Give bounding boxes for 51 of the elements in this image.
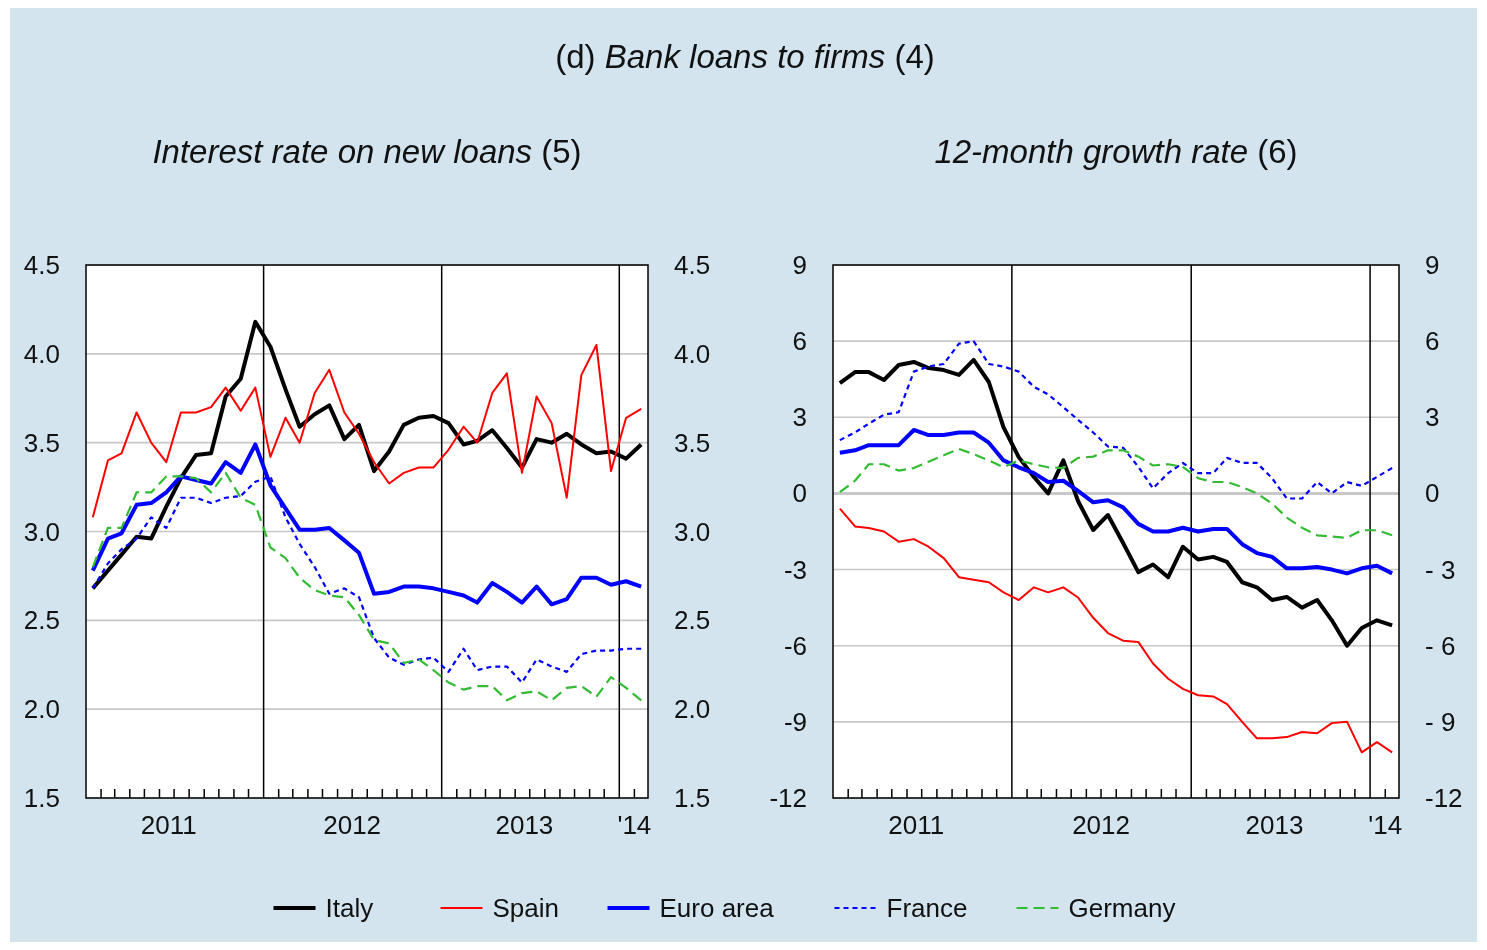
y2-tick-label: 9 — [1425, 250, 1440, 280]
y2-tick-label: 0 — [1425, 478, 1440, 509]
y-tick-label: 9 — [792, 250, 807, 280]
y-tick-label: 4.5 — [23, 250, 60, 280]
y2-tick-label: 3.0 — [674, 516, 711, 547]
y-tick-label: 4.0 — [23, 338, 60, 369]
y2-tick-label: - 3 — [1425, 554, 1456, 585]
y-tick-label: 6 — [792, 326, 807, 357]
y2-tick-label: 4.0 — [674, 338, 711, 369]
y2-tick-label: -12 — [1425, 783, 1463, 813]
y-tick-label: 3.5 — [23, 427, 60, 458]
line-series — [91, 343, 643, 519]
y-tick-label: 2.5 — [23, 605, 60, 636]
x-tick-label: '14 — [617, 810, 652, 840]
y2-tick-label: 4.5 — [674, 250, 711, 280]
line-series — [838, 447, 1394, 539]
x-tick-label: 2011 — [140, 810, 197, 840]
y2-tick-label: - 9 — [1425, 706, 1456, 737]
y-tick-label: -12 — [769, 783, 807, 813]
y-tick-label: 3.0 — [23, 516, 60, 547]
chart-title: 12-month growth rate (6) — [934, 133, 1298, 170]
y2-tick-label: 2.0 — [674, 694, 711, 725]
legend-label: Euro area — [659, 893, 775, 923]
y2-tick-label: - 6 — [1425, 630, 1456, 661]
y-tick-label: 0 — [792, 478, 807, 509]
x-tick-label: '14 — [1368, 810, 1403, 840]
y-tick-label: 2.0 — [23, 694, 60, 725]
x-tick-label: 2012 — [323, 810, 382, 840]
chart-title: Interest rate on new loans (5) — [152, 133, 582, 170]
line-series — [838, 340, 1394, 500]
y2-tick-label: 3.5 — [674, 427, 711, 458]
y2-tick-label: 1.5 — [674, 783, 711, 813]
legend-label: France — [886, 893, 968, 923]
line-series — [837, 427, 1395, 576]
x-tick-label: 2011 — [888, 810, 945, 840]
y-tick-label: 1.5 — [23, 783, 60, 813]
x-tick-label: 2013 — [1245, 810, 1304, 840]
text: (d) Bank loans to firms (4) — [555, 38, 935, 75]
x-tick-label: 2013 — [495, 810, 554, 840]
legend-label: Germany — [1068, 893, 1176, 923]
y2-tick-label: 6 — [1425, 326, 1440, 357]
y-tick-label: 3 — [792, 402, 807, 433]
y-tick-label: -9 — [783, 706, 807, 737]
y2-tick-label: 3 — [1425, 402, 1440, 433]
line-series — [838, 507, 1394, 754]
legend-label: Spain — [492, 893, 559, 923]
legend-label: Italy — [325, 893, 374, 923]
y-tick-label: -3 — [783, 554, 807, 585]
y-tick-label: -6 — [783, 630, 807, 661]
y2-tick-label: 2.5 — [674, 605, 711, 636]
x-tick-label: 2012 — [1072, 810, 1130, 840]
